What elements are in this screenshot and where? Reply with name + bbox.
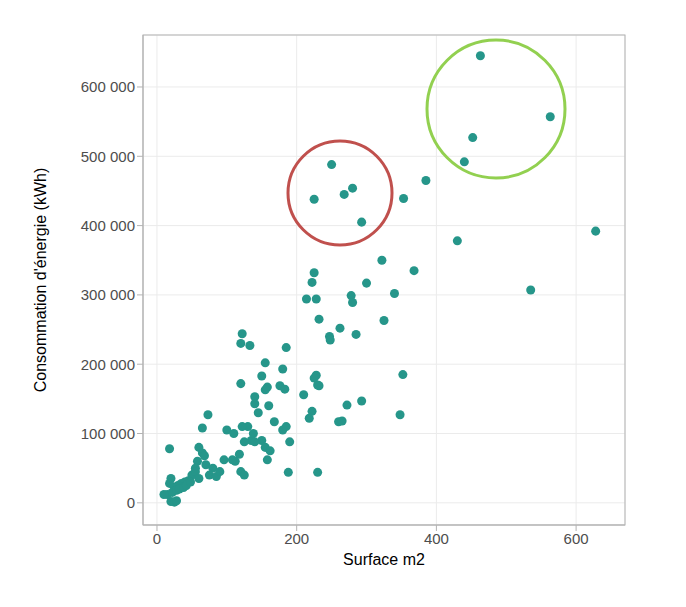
svg-text:400: 400 bbox=[424, 530, 449, 547]
svg-text:200 000: 200 000 bbox=[81, 356, 135, 373]
svg-text:300 000: 300 000 bbox=[81, 286, 135, 303]
svg-text:400 000: 400 000 bbox=[81, 217, 135, 234]
svg-text:0: 0 bbox=[153, 530, 161, 547]
svg-text:100 000: 100 000 bbox=[81, 425, 135, 442]
svg-text:Surface m2: Surface m2 bbox=[343, 551, 425, 568]
svg-text:200: 200 bbox=[284, 530, 309, 547]
svg-text:Consommation d'énergie (kWh): Consommation d'énergie (kWh) bbox=[32, 168, 49, 392]
svg-text:600 000: 600 000 bbox=[81, 78, 135, 95]
svg-text:500 000: 500 000 bbox=[81, 148, 135, 165]
svg-text:0: 0 bbox=[127, 494, 135, 511]
svg-text:600: 600 bbox=[564, 530, 589, 547]
